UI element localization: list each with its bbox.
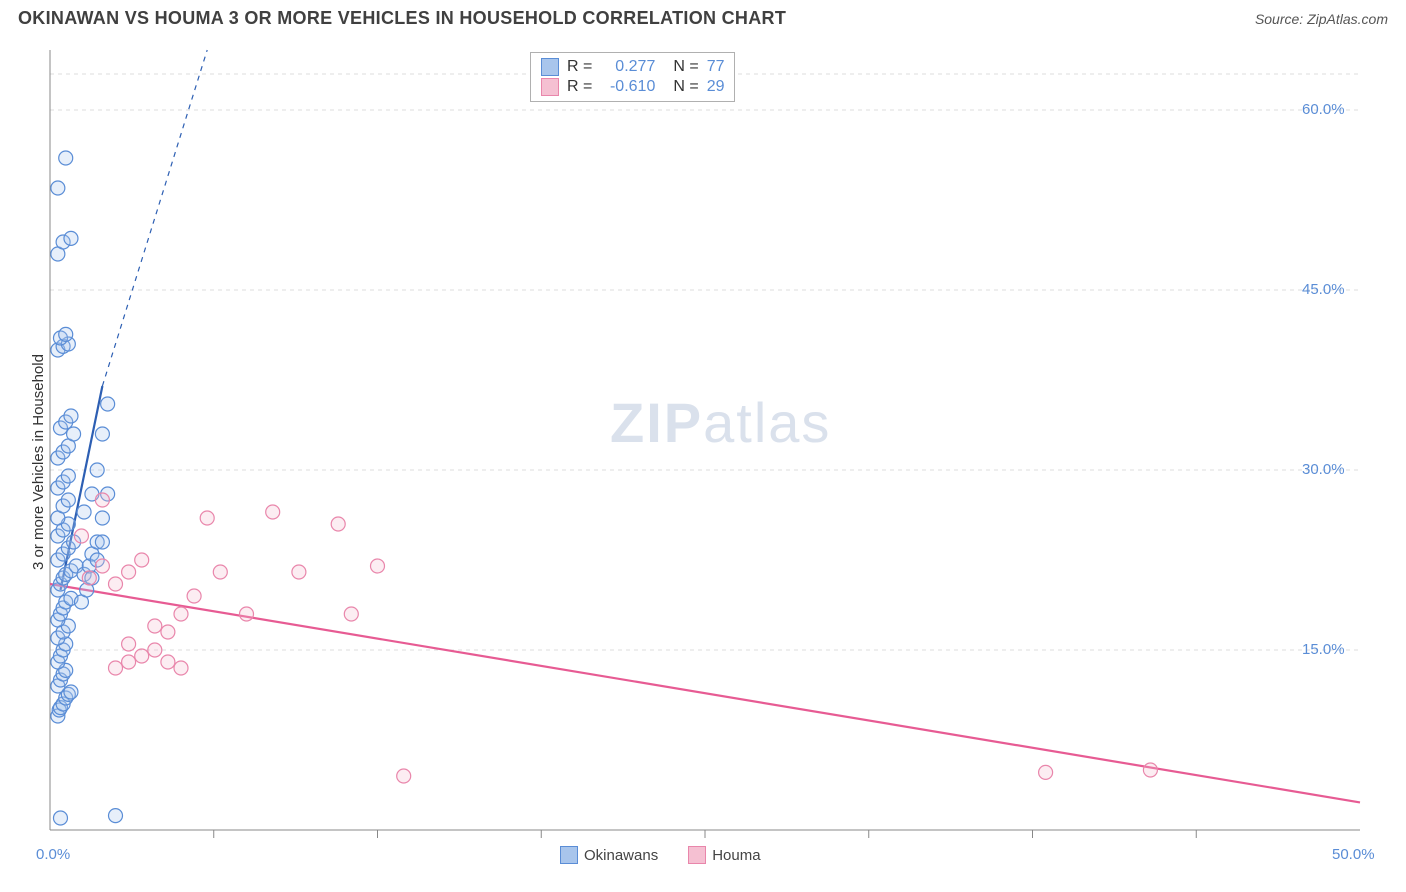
r-label: R =: [567, 58, 592, 76]
legend-item-okinawans: Okinawans: [560, 846, 658, 864]
y-axis-label: 3 or more Vehicles in Household: [30, 354, 47, 570]
r-label: R =: [567, 78, 592, 96]
stats-row-okinawans: R = 0.277 N = 77: [541, 57, 724, 77]
stats-box: R = 0.277 N = 77 R = -0.610 N = 29: [530, 52, 735, 102]
legend: Okinawans Houma: [560, 846, 761, 864]
x-tick-0: 0.0%: [36, 846, 70, 863]
n-value-houma: 29: [707, 78, 725, 96]
r-value-okinawans: 0.277: [600, 58, 655, 76]
r-value-houma: -0.610: [600, 78, 655, 96]
scatter-plot-svg: [0, 0, 1406, 892]
stats-row-houma: R = -0.610 N = 29: [541, 77, 724, 97]
chart-container: OKINAWAN VS HOUMA 3 OR MORE VEHICLES IN …: [0, 0, 1406, 892]
legend-item-houma: Houma: [688, 846, 760, 864]
swatch-houma-icon: [688, 846, 706, 864]
legend-label-houma: Houma: [712, 847, 760, 864]
y-tick-1: 30.0%: [1302, 461, 1345, 478]
n-label: N =: [663, 58, 698, 76]
y-tick-2: 45.0%: [1302, 281, 1345, 298]
x-tick-1: 50.0%: [1332, 846, 1375, 863]
n-label: N =: [663, 78, 698, 96]
n-value-okinawans: 77: [707, 58, 725, 76]
legend-label-okinawans: Okinawans: [584, 847, 658, 864]
swatch-okinawans-icon: [560, 846, 578, 864]
y-tick-3: 60.0%: [1302, 101, 1345, 118]
swatch-okinawans-icon: [541, 58, 559, 76]
swatch-houma-icon: [541, 78, 559, 96]
y-tick-0: 15.0%: [1302, 641, 1345, 658]
